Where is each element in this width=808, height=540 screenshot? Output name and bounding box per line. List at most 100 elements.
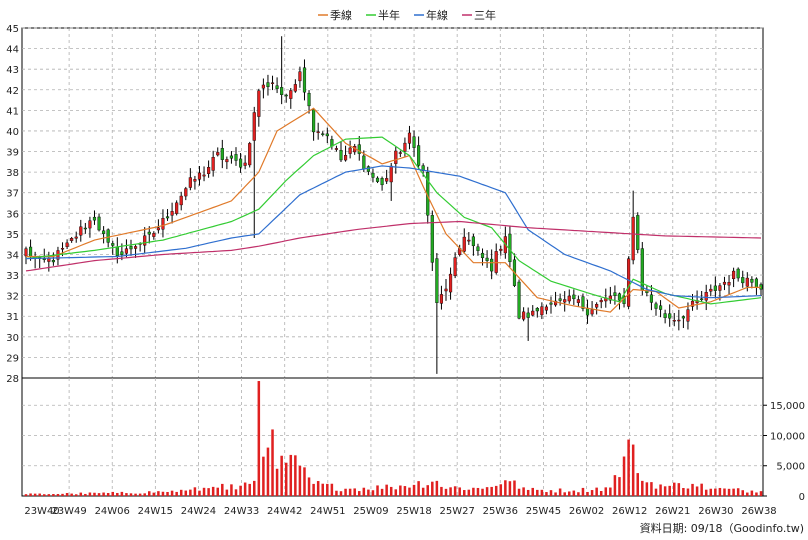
volume-bar (490, 486, 493, 496)
volume-bar (636, 473, 639, 496)
candle-body (704, 292, 708, 301)
volume-bar (47, 494, 51, 496)
candle-body (293, 84, 297, 92)
x-tick-label: 25W09 (353, 506, 388, 517)
volume-bar (43, 494, 46, 496)
candle-body (380, 178, 384, 186)
volume-tick-label: 0 (799, 492, 805, 503)
volume-bar (120, 491, 124, 496)
candle-body (531, 310, 535, 316)
candle-body (334, 148, 339, 150)
price-tick-label: 40 (6, 127, 19, 138)
volume-bar (526, 489, 530, 496)
volume-bar (179, 489, 183, 496)
candle-body (88, 220, 92, 229)
candle-body (567, 295, 571, 302)
volume-bar (303, 467, 306, 496)
price-tick-label: 32 (6, 292, 19, 303)
candle-body (595, 304, 599, 308)
candle-body (42, 258, 46, 260)
volume-bar (216, 487, 219, 496)
x-tick-label: 23W49 (51, 506, 86, 517)
volume-bar (673, 482, 676, 496)
volume-bar (202, 487, 206, 496)
candle-body (690, 300, 695, 307)
volume-bar (316, 481, 320, 496)
x-tick-label: 26W12 (612, 506, 647, 517)
candle-body (654, 303, 658, 309)
candle-body (576, 299, 580, 303)
volume-bar (568, 491, 571, 496)
volume-bar (262, 456, 265, 496)
volume-bar (88, 492, 92, 496)
volume-bar (65, 492, 69, 496)
volume-bar (472, 487, 475, 496)
candle-body (686, 309, 690, 322)
candle-body (156, 227, 160, 231)
volume-bar (207, 488, 210, 496)
volume-bar (348, 488, 352, 496)
candle-body (394, 150, 398, 164)
volume-bar (344, 488, 347, 496)
volume-bar (225, 489, 229, 496)
volume-bar (759, 491, 763, 496)
volume-bar (239, 485, 242, 496)
volume-bar (84, 493, 87, 496)
candle-body (207, 167, 211, 174)
legend-label: 半年 (378, 8, 400, 22)
candle-body (663, 313, 667, 318)
volume-tick-label: 5,000 (776, 462, 805, 473)
candle-body (732, 270, 736, 280)
candle-body (540, 306, 544, 316)
price-tick-label: 38 (6, 168, 19, 179)
volume-bar (545, 492, 548, 496)
candle-body (24, 248, 28, 257)
legend-label: 季線 (330, 8, 352, 22)
price-tick-label: 34 (6, 250, 19, 261)
volume-bar (504, 480, 507, 496)
volume-bar (353, 488, 356, 496)
candle-body (412, 136, 416, 148)
volume-bar (175, 491, 178, 496)
candle-body (636, 215, 640, 250)
volume-bar (627, 439, 630, 496)
volume-tick-label: 15,000 (770, 401, 805, 412)
x-tick-label: 24W15 (138, 506, 173, 517)
candle-body (417, 145, 421, 166)
candle-body (700, 298, 704, 300)
candle-body (129, 246, 133, 250)
candle-body (627, 258, 631, 307)
candle-body (102, 230, 106, 234)
price-tick-label: 39 (6, 148, 19, 159)
volume-bar (143, 493, 146, 496)
volume-bar (339, 491, 343, 496)
volume-bar (536, 489, 539, 496)
volume-bar (362, 487, 366, 496)
candle-body (430, 215, 434, 263)
candle-body (745, 277, 749, 287)
volume-bar (271, 429, 274, 496)
volume-bar (61, 493, 64, 496)
volume-bar (189, 489, 192, 496)
candle-body (494, 251, 498, 273)
volume-bar (531, 487, 534, 496)
candle-body (321, 133, 325, 135)
volume-bar (709, 488, 713, 496)
price-tick-label: 28 (6, 374, 19, 385)
volume-bar (408, 487, 411, 496)
ma-line-季線 (26, 107, 761, 313)
volume-bar (586, 491, 589, 496)
volume-bar (106, 493, 110, 496)
candle-body (51, 260, 55, 263)
candle-body (613, 292, 617, 296)
volume-bar (440, 486, 443, 496)
volume-bar (161, 491, 165, 496)
price-tick-label: 43 (6, 65, 19, 76)
x-tick-label: 24W42 (267, 506, 302, 517)
chart-legend: 季線 半年 年線 三年 (318, 8, 496, 22)
volume-bar (682, 488, 685, 496)
candle-body (161, 218, 165, 230)
candle-body (617, 293, 622, 301)
volume-bar (467, 489, 471, 496)
